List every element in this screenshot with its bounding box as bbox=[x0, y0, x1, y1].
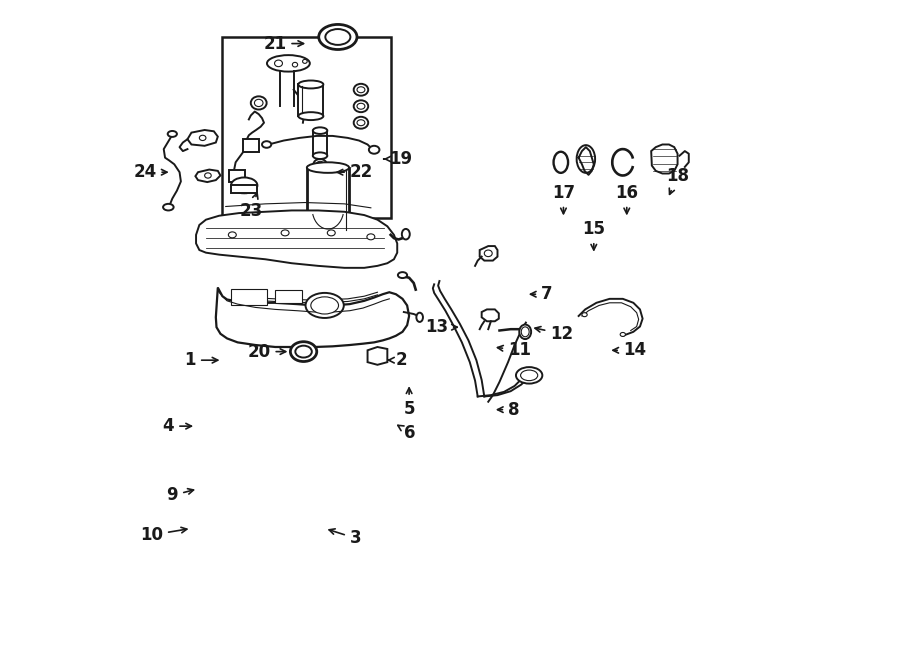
Ellipse shape bbox=[369, 146, 380, 154]
Ellipse shape bbox=[521, 327, 529, 336]
Ellipse shape bbox=[319, 24, 357, 50]
Polygon shape bbox=[482, 309, 499, 321]
Text: 24: 24 bbox=[133, 163, 167, 181]
Text: 10: 10 bbox=[140, 526, 187, 544]
Ellipse shape bbox=[251, 97, 266, 110]
Bar bbox=[222, 37, 391, 218]
Text: 7: 7 bbox=[530, 285, 553, 303]
Ellipse shape bbox=[357, 87, 364, 93]
Ellipse shape bbox=[255, 99, 263, 106]
Text: 15: 15 bbox=[582, 220, 606, 250]
Bar bbox=[307, 168, 349, 236]
Ellipse shape bbox=[295, 346, 311, 358]
Ellipse shape bbox=[328, 230, 335, 236]
Text: 1: 1 bbox=[184, 351, 218, 369]
Polygon shape bbox=[652, 145, 678, 174]
Ellipse shape bbox=[229, 232, 237, 238]
Text: 8: 8 bbox=[498, 401, 519, 418]
Ellipse shape bbox=[357, 120, 364, 126]
Polygon shape bbox=[187, 130, 218, 146]
Polygon shape bbox=[216, 288, 410, 347]
Text: 9: 9 bbox=[166, 486, 194, 504]
Ellipse shape bbox=[204, 173, 212, 178]
Ellipse shape bbox=[281, 230, 289, 236]
Ellipse shape bbox=[354, 117, 368, 129]
Ellipse shape bbox=[313, 159, 327, 170]
Text: 18: 18 bbox=[666, 167, 689, 194]
Polygon shape bbox=[367, 347, 387, 365]
Text: 3: 3 bbox=[329, 529, 362, 547]
Ellipse shape bbox=[367, 234, 374, 240]
Ellipse shape bbox=[167, 131, 177, 137]
Bar bbox=[229, 171, 245, 182]
Text: 19: 19 bbox=[383, 150, 412, 168]
Text: 2: 2 bbox=[389, 351, 408, 369]
Text: 23: 23 bbox=[239, 193, 263, 220]
Ellipse shape bbox=[317, 161, 324, 167]
Ellipse shape bbox=[231, 177, 257, 193]
Text: 13: 13 bbox=[425, 318, 457, 336]
Ellipse shape bbox=[267, 55, 310, 71]
Text: 5: 5 bbox=[403, 388, 415, 418]
Ellipse shape bbox=[325, 29, 350, 45]
Ellipse shape bbox=[262, 141, 271, 148]
Ellipse shape bbox=[305, 293, 344, 318]
Bar bbox=[231, 289, 267, 305]
Ellipse shape bbox=[620, 332, 625, 336]
Ellipse shape bbox=[520, 370, 537, 381]
Bar bbox=[298, 85, 323, 116]
Ellipse shape bbox=[484, 250, 492, 256]
Ellipse shape bbox=[199, 136, 206, 141]
Ellipse shape bbox=[354, 84, 368, 96]
Text: 21: 21 bbox=[264, 34, 303, 53]
Text: 16: 16 bbox=[616, 184, 638, 214]
Ellipse shape bbox=[310, 297, 338, 314]
Bar bbox=[313, 131, 328, 156]
Bar bbox=[275, 290, 302, 303]
Ellipse shape bbox=[398, 272, 407, 278]
Ellipse shape bbox=[516, 367, 543, 383]
Ellipse shape bbox=[298, 112, 323, 120]
Ellipse shape bbox=[554, 152, 568, 173]
Ellipse shape bbox=[302, 59, 307, 63]
Ellipse shape bbox=[163, 204, 174, 210]
Text: 22: 22 bbox=[338, 163, 373, 181]
Text: 14: 14 bbox=[613, 341, 646, 360]
Text: 12: 12 bbox=[535, 325, 573, 343]
Ellipse shape bbox=[401, 229, 410, 239]
Ellipse shape bbox=[274, 60, 283, 67]
Text: 17: 17 bbox=[552, 184, 575, 214]
Ellipse shape bbox=[292, 62, 298, 67]
Ellipse shape bbox=[307, 163, 349, 173]
Ellipse shape bbox=[291, 342, 317, 362]
Ellipse shape bbox=[354, 100, 368, 112]
Text: 4: 4 bbox=[163, 417, 192, 435]
Text: 11: 11 bbox=[498, 341, 531, 360]
Polygon shape bbox=[196, 210, 397, 268]
Ellipse shape bbox=[313, 128, 328, 134]
Bar bbox=[231, 185, 257, 193]
Bar bbox=[243, 139, 259, 153]
Ellipse shape bbox=[298, 81, 323, 89]
Ellipse shape bbox=[357, 103, 364, 109]
Polygon shape bbox=[480, 246, 498, 260]
Polygon shape bbox=[313, 171, 338, 184]
Text: 6: 6 bbox=[398, 424, 415, 442]
Ellipse shape bbox=[519, 325, 531, 339]
Ellipse shape bbox=[577, 145, 595, 173]
Ellipse shape bbox=[582, 313, 587, 317]
Text: 20: 20 bbox=[248, 342, 285, 361]
Ellipse shape bbox=[313, 153, 328, 159]
Ellipse shape bbox=[417, 313, 423, 322]
Polygon shape bbox=[195, 170, 220, 182]
